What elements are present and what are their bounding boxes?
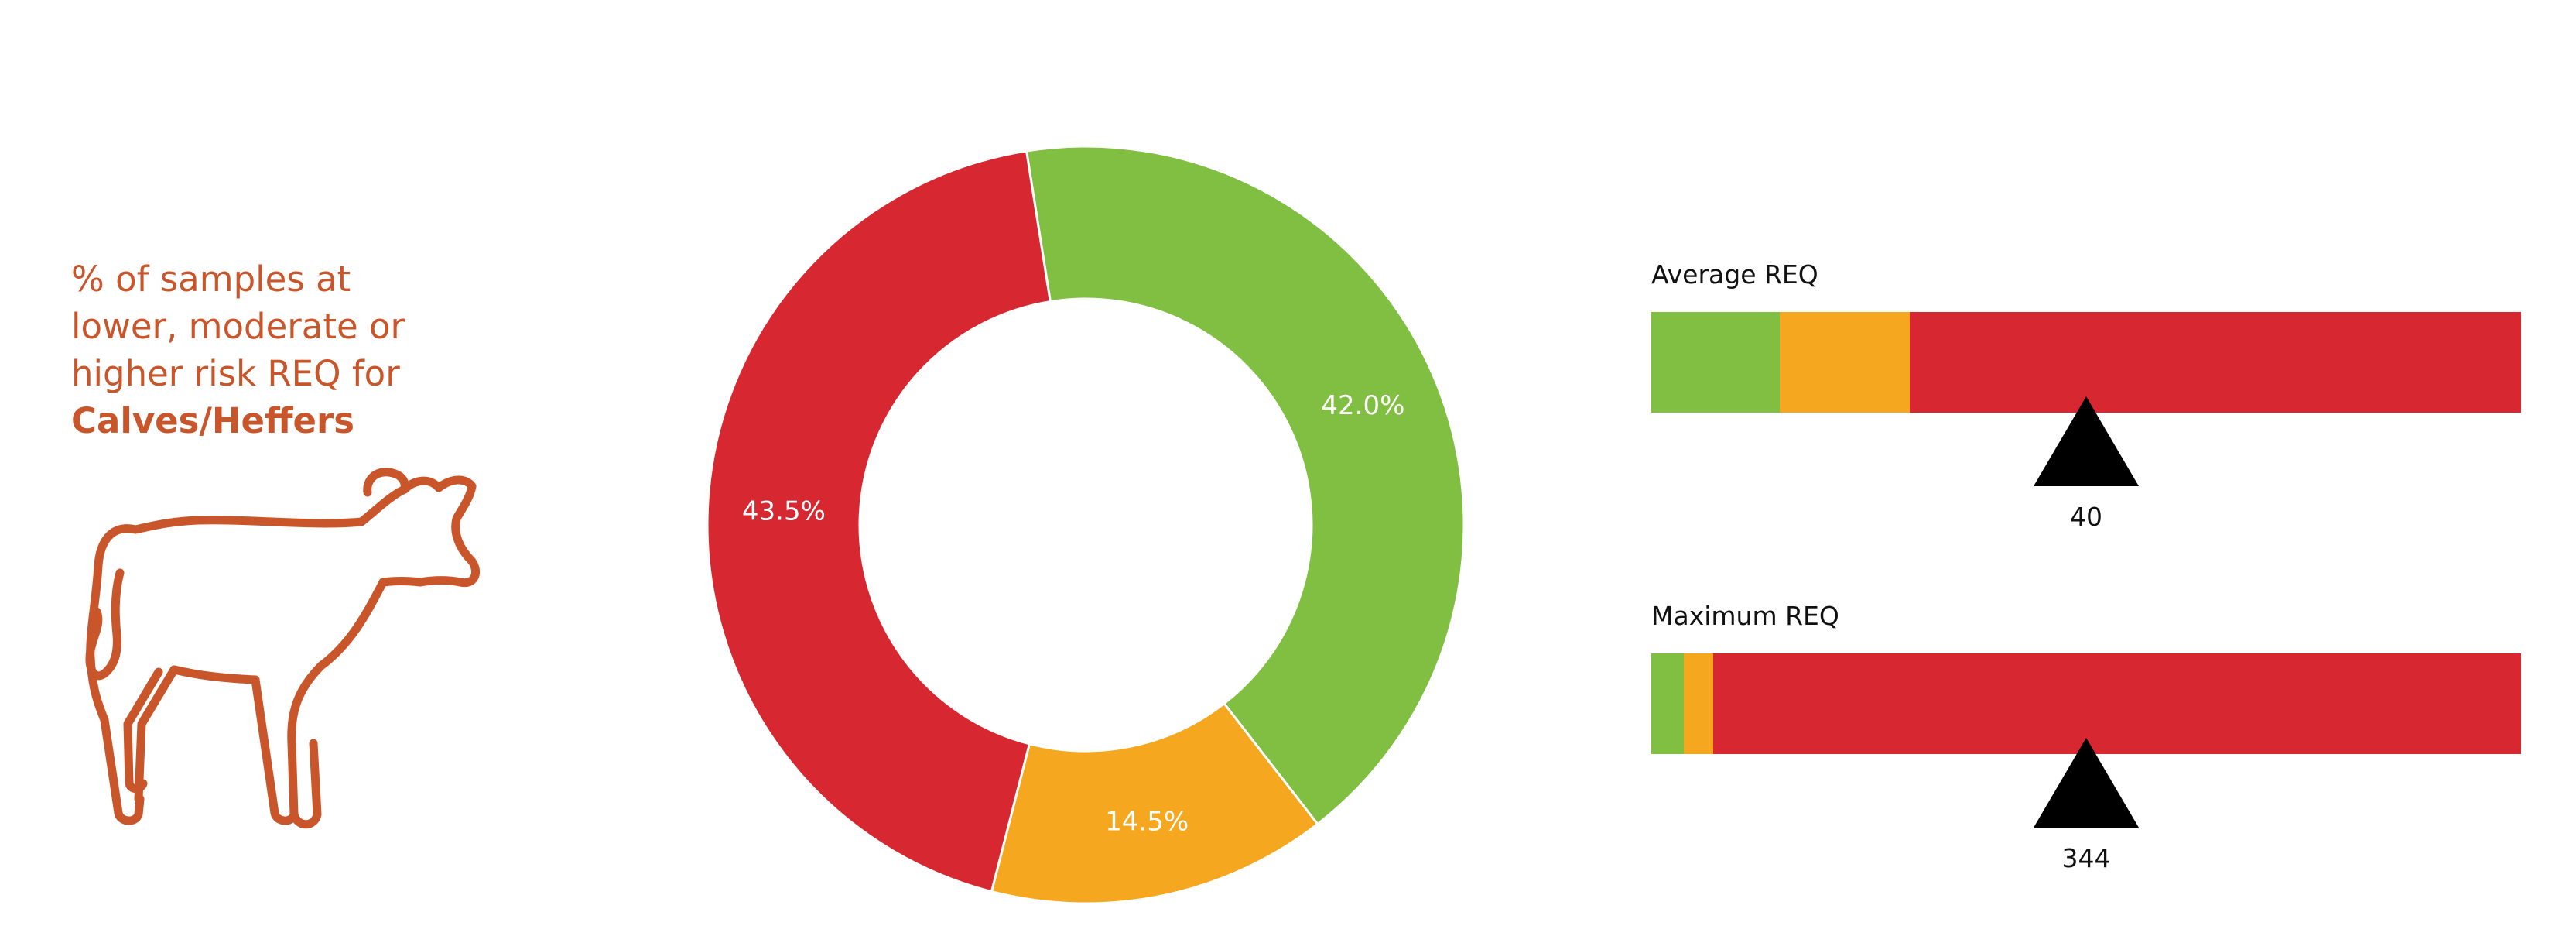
donut-slice-higher: [706, 149, 1052, 893]
headline-line-3: higher risk REQ for: [71, 353, 400, 394]
donut-slice-moderate: [990, 701, 1319, 905]
gauge-segment-higher: [1712, 653, 2521, 754]
average-req-value: 40: [2070, 502, 2102, 532]
headline-line-2: lower, moderate or: [71, 306, 405, 347]
donut-slice-lower: [1025, 145, 1466, 826]
maximum-req-label: Maximum REQ: [1651, 601, 1839, 631]
donut-label-lower: 42.0%: [1321, 390, 1404, 421]
maximum-req-value: 344: [2061, 843, 2111, 873]
gauge-segment-higher: [1909, 312, 2521, 413]
donut-label-higher: 43.5%: [742, 496, 826, 527]
headline-animal-group: Calves/Heffers: [71, 400, 355, 441]
average-req-marker: [2034, 396, 2139, 486]
calf-icon: [85, 468, 480, 829]
gauge-segment-moderate: [1683, 653, 1713, 754]
maximum-req-marker: [2034, 738, 2139, 828]
donut-label-moderate: 14.5%: [1105, 806, 1189, 837]
headline-line-1: % of samples at: [71, 259, 351, 300]
average-req-bar: [1651, 312, 2521, 413]
maximum-req-bar: [1651, 653, 2521, 754]
gauge-segment-moderate: [1780, 312, 1910, 413]
gauge-segment-lower: [1651, 653, 1684, 754]
headline: % of samples at lower, moderate or highe…: [71, 255, 505, 444]
average-req-label: Average REQ: [1651, 259, 1818, 290]
gauge-segment-lower: [1651, 312, 1781, 413]
